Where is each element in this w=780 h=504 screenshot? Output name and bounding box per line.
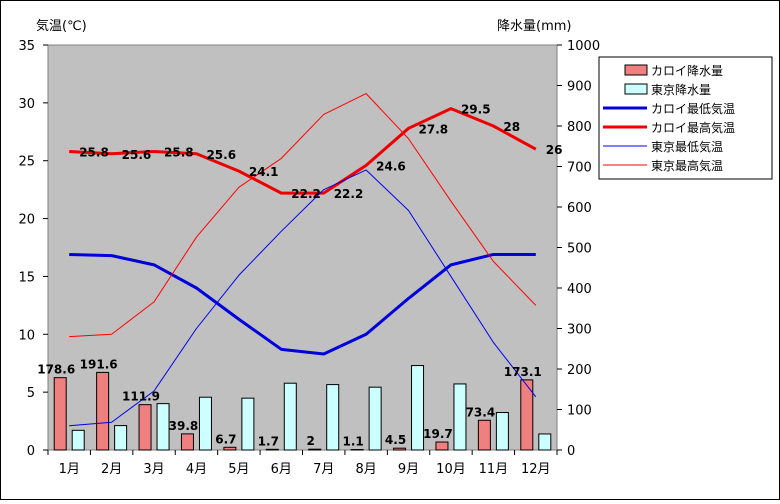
bar-data-label: 73.4 [466, 405, 496, 419]
bar-1-10 [496, 413, 508, 450]
bar-1-11 [539, 434, 551, 450]
bar-1-6 [327, 385, 339, 450]
bar-0-0 [54, 378, 66, 450]
left-tick-label: 0 [27, 444, 35, 459]
bar-1-8 [412, 366, 424, 450]
x-tick-label: 8月 [355, 462, 376, 477]
bar-0-6 [309, 449, 321, 450]
line-data-label: 25.6 [122, 148, 152, 162]
bar-1-9 [454, 384, 466, 450]
line-data-label: 24.1 [249, 165, 279, 179]
x-tick-label: 2月 [101, 462, 122, 477]
right-tick-label: 900 [567, 80, 592, 95]
legend-label: カロイ降水量 [651, 64, 723, 78]
bar-data-label: 111.9 [122, 390, 160, 404]
bar-data-label: 1.1 [342, 435, 363, 449]
bar-data-label: 2 [307, 434, 315, 448]
line-data-label: 26 [546, 143, 563, 157]
right-tick-label: 500 [567, 242, 592, 257]
line-data-label: 25.6 [206, 148, 236, 162]
bar-0-2 [139, 405, 151, 450]
bar-data-label: 4.5 [385, 433, 406, 447]
bar-0-5 [266, 449, 278, 450]
line-data-label: 29.5 [461, 103, 491, 117]
left-tick-label: 30 [18, 97, 35, 112]
right-axis-title: 降水量(mm) [497, 19, 571, 34]
left-tick-label: 5 [27, 386, 35, 401]
line-data-label: 22.2 [334, 187, 364, 201]
x-tick-label: 3月 [143, 462, 164, 477]
x-tick-label: 10月 [436, 462, 466, 477]
bar-1-2 [157, 404, 169, 450]
bar-1-5 [284, 383, 296, 450]
legend-swatch [625, 65, 647, 75]
bar-1-1 [115, 426, 127, 450]
bar-1-4 [242, 398, 254, 450]
left-tick-label: 15 [18, 270, 35, 285]
line-data-label: 25.8 [79, 145, 109, 159]
legend-label: カロイ最低気温 [651, 101, 735, 116]
bar-data-label: 178.6 [37, 363, 75, 377]
bar-data-label: 6.7 [215, 432, 236, 446]
bar-data-label: 39.8 [169, 419, 199, 433]
legend-label: 東京最低気温 [651, 139, 723, 154]
line-data-label: 24.6 [376, 159, 406, 173]
right-tick-label: 300 [567, 323, 592, 338]
line-data-label: 27.8 [419, 122, 449, 136]
x-tick-label: 1月 [59, 462, 80, 477]
x-tick-label: 6月 [271, 462, 292, 477]
right-tick-label: 800 [567, 120, 592, 135]
bar-data-label: 173.1 [504, 365, 542, 379]
right-tick-label: 0 [567, 444, 575, 459]
right-tick-label: 400 [567, 282, 592, 297]
left-tick-label: 10 [18, 328, 35, 343]
legend-label: 東京降水量 [651, 83, 711, 97]
bar-0-3 [181, 434, 193, 450]
line-data-label: 25.8 [164, 145, 194, 159]
x-tick-label: 9月 [398, 462, 419, 477]
x-tick-label: 12月 [521, 462, 551, 477]
bar-data-label: 1.7 [258, 434, 279, 448]
line-data-label: 22.2 [291, 187, 321, 201]
legend-label: 東京最高気温 [651, 158, 723, 173]
right-tick-label: 700 [567, 161, 592, 176]
left-axis-title: 気温(℃) [36, 18, 87, 34]
bar-0-1 [97, 372, 109, 450]
right-tick-label: 100 [567, 404, 592, 419]
right-tick-label: 1000 [567, 39, 600, 54]
bar-data-label: 191.6 [80, 357, 118, 371]
bar-0-4 [224, 447, 236, 450]
bar-1-0 [72, 430, 84, 450]
line-data-label: 28 [503, 120, 520, 134]
left-tick-label: 20 [18, 213, 35, 228]
left-tick-label: 35 [18, 39, 35, 54]
right-tick-label: 200 [567, 363, 592, 378]
legend-label: カロイ最高気温 [651, 120, 735, 135]
bar-1-7 [369, 387, 381, 450]
bar-1-3 [199, 397, 211, 450]
left-tick-label: 25 [18, 155, 35, 170]
bar-0-10 [478, 420, 490, 450]
x-tick-label: 5月 [228, 462, 249, 477]
bar-data-label: 19.7 [423, 427, 453, 441]
right-tick-label: 600 [567, 201, 592, 216]
x-tick-label: 7月 [313, 462, 334, 477]
x-tick-label: 4月 [186, 462, 207, 477]
legend-swatch [625, 84, 647, 94]
bar-0-9 [436, 442, 448, 450]
bar-0-8 [394, 448, 406, 450]
x-tick-label: 11月 [479, 462, 509, 477]
